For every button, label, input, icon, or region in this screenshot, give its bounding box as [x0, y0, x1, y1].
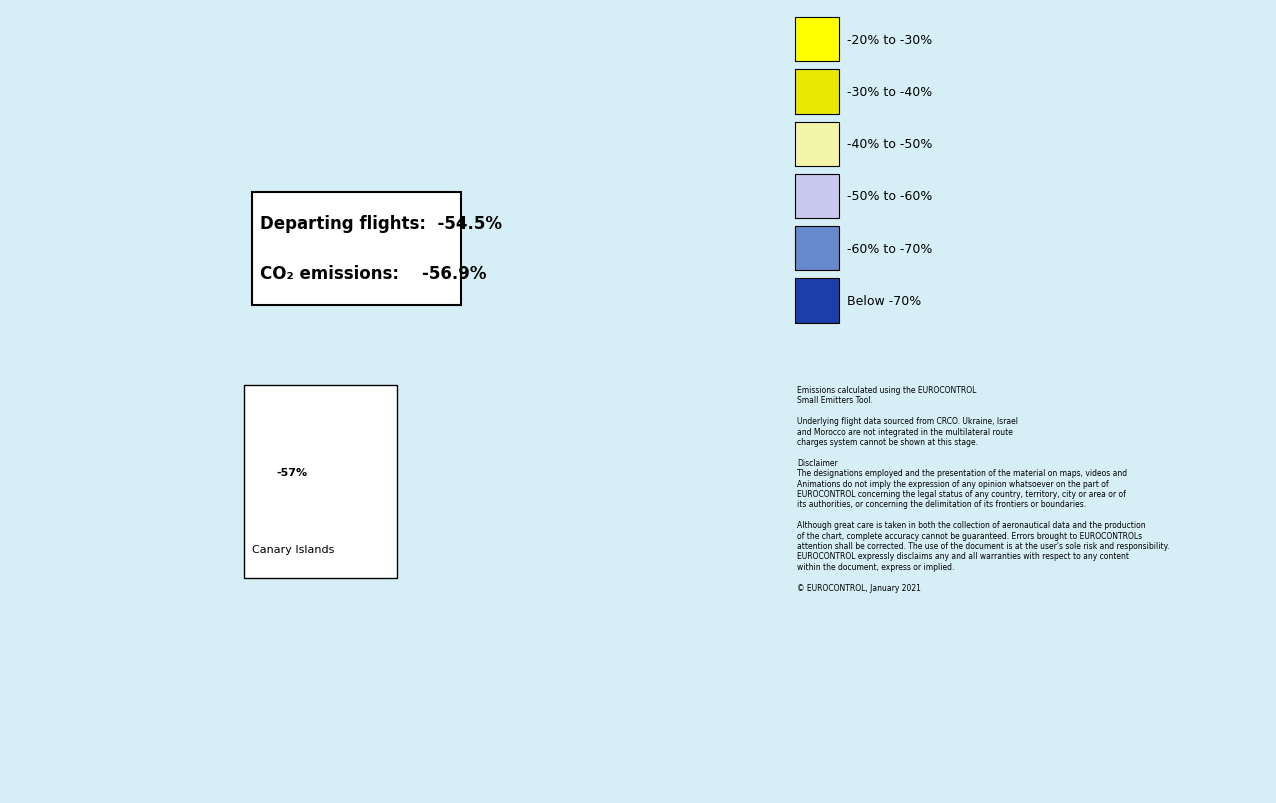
FancyBboxPatch shape [251, 193, 461, 305]
Text: -50% to -60%: -50% to -60% [847, 190, 933, 203]
Text: Departing flights:  -54.5%: Departing flights: -54.5% [260, 215, 501, 233]
Text: -30% to -40%: -30% to -40% [847, 86, 931, 99]
FancyBboxPatch shape [244, 385, 397, 578]
Text: -60% to -70%: -60% to -70% [847, 243, 933, 255]
Text: Canary Islands: Canary Islands [251, 544, 334, 554]
Text: Emissions calculated using the EUROCONTROL
Small Emitters Tool.

Underlying flig: Emissions calculated using the EUROCONTR… [798, 385, 1169, 592]
FancyBboxPatch shape [795, 175, 838, 219]
FancyBboxPatch shape [795, 279, 838, 323]
FancyBboxPatch shape [795, 226, 838, 271]
Text: Below -70%: Below -70% [847, 295, 921, 308]
Text: -20% to -30%: -20% to -30% [847, 34, 931, 47]
Text: CO₂ emissions:    -56.9%: CO₂ emissions: -56.9% [260, 265, 486, 283]
Text: -40% to -50%: -40% to -50% [847, 138, 933, 151]
Text: -57%: -57% [276, 467, 308, 477]
FancyBboxPatch shape [795, 123, 838, 167]
FancyBboxPatch shape [795, 18, 838, 62]
FancyBboxPatch shape [795, 70, 838, 114]
